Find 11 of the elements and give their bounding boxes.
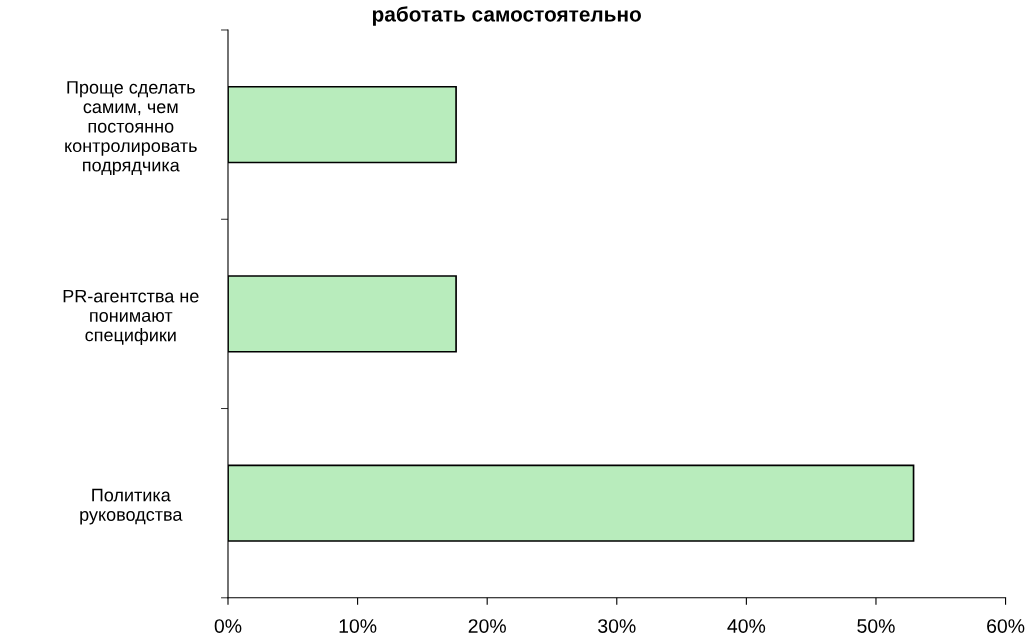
x-tick-label: 0% bbox=[214, 619, 242, 633]
x-tick-label: 20% bbox=[468, 619, 506, 633]
x-tick-label: 30% bbox=[598, 619, 636, 633]
x-tick-label: 60% bbox=[987, 619, 1025, 633]
x-tick-label: 40% bbox=[727, 619, 766, 633]
y-tick-label: Политика руководства bbox=[80, 488, 183, 525]
chart-title: работать самостоятельно bbox=[372, 6, 641, 26]
y-tick-label: PR-агентства не понимают специфики bbox=[63, 289, 199, 345]
y-tick-label: Проще сделать самим, чем постоянно контролировать подрядчика bbox=[65, 81, 197, 176]
x-tick-label: 50% bbox=[857, 619, 895, 633]
x-tick-label: 10% bbox=[339, 619, 377, 633]
